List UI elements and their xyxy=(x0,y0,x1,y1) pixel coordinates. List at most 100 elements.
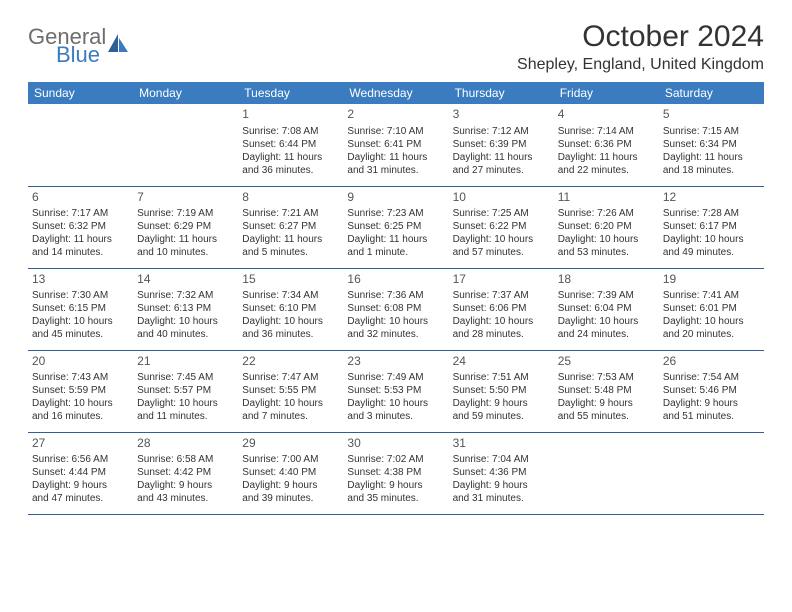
daylight-text: and 31 minutes. xyxy=(453,492,550,505)
brand-line2: Blue xyxy=(56,44,106,66)
sunset-text: Sunset: 6:08 PM xyxy=(347,302,444,315)
daylight-text: Daylight: 10 hours xyxy=(137,397,234,410)
daylight-text: and 20 minutes. xyxy=(663,328,760,341)
day-number: 23 xyxy=(347,354,444,370)
sunset-text: Sunset: 6:29 PM xyxy=(137,220,234,233)
sunset-text: Sunset: 6:15 PM xyxy=(32,302,129,315)
calendar-day-cell: 16Sunrise: 7:36 AMSunset: 6:08 PMDayligh… xyxy=(343,268,448,350)
day-number: 11 xyxy=(558,190,655,206)
day-number: 6 xyxy=(32,190,129,206)
calendar-table: SundayMondayTuesdayWednesdayThursdayFrid… xyxy=(28,82,764,515)
sunrise-text: Sunrise: 7:21 AM xyxy=(242,207,339,220)
weekday-header: Wednesday xyxy=(343,82,448,104)
weekday-header: Friday xyxy=(554,82,659,104)
daylight-text: and 27 minutes. xyxy=(453,164,550,177)
calendar-day-cell: 14Sunrise: 7:32 AMSunset: 6:13 PMDayligh… xyxy=(133,268,238,350)
calendar-day-cell: 7Sunrise: 7:19 AMSunset: 6:29 PMDaylight… xyxy=(133,186,238,268)
sunset-text: Sunset: 4:44 PM xyxy=(32,466,129,479)
sunrise-text: Sunrise: 7:39 AM xyxy=(558,289,655,302)
sunrise-text: Sunrise: 7:10 AM xyxy=(347,125,444,138)
daylight-text: Daylight: 11 hours xyxy=(347,233,444,246)
header-row: General Blue October 2024 Shepley, Engla… xyxy=(28,20,764,74)
calendar-day-cell: 8Sunrise: 7:21 AMSunset: 6:27 PMDaylight… xyxy=(238,186,343,268)
sunset-text: Sunset: 5:53 PM xyxy=(347,384,444,397)
calendar-day-cell: 13Sunrise: 7:30 AMSunset: 6:15 PMDayligh… xyxy=(28,268,133,350)
sunrise-text: Sunrise: 7:53 AM xyxy=(558,371,655,384)
sunrise-text: Sunrise: 7:26 AM xyxy=(558,207,655,220)
daylight-text: Daylight: 10 hours xyxy=(663,233,760,246)
sunrise-text: Sunrise: 7:08 AM xyxy=(242,125,339,138)
sunrise-text: Sunrise: 7:37 AM xyxy=(453,289,550,302)
daylight-text: Daylight: 10 hours xyxy=(347,315,444,328)
weekday-header: Saturday xyxy=(659,82,764,104)
sunset-text: Sunset: 6:27 PM xyxy=(242,220,339,233)
calendar-day-cell: 30Sunrise: 7:02 AMSunset: 4:38 PMDayligh… xyxy=(343,432,448,514)
sunrise-text: Sunrise: 7:51 AM xyxy=(453,371,550,384)
calendar-day-cell: 6Sunrise: 7:17 AMSunset: 6:32 PMDaylight… xyxy=(28,186,133,268)
daylight-text: and 22 minutes. xyxy=(558,164,655,177)
sunset-text: Sunset: 6:32 PM xyxy=(32,220,129,233)
daylight-text: Daylight: 9 hours xyxy=(453,479,550,492)
calendar-day-cell: 31Sunrise: 7:04 AMSunset: 4:36 PMDayligh… xyxy=(449,432,554,514)
sunset-text: Sunset: 5:46 PM xyxy=(663,384,760,397)
daylight-text: Daylight: 9 hours xyxy=(137,479,234,492)
sunrise-text: Sunrise: 7:36 AM xyxy=(347,289,444,302)
sunset-text: Sunset: 6:39 PM xyxy=(453,138,550,151)
daylight-text: Daylight: 9 hours xyxy=(663,397,760,410)
sunset-text: Sunset: 6:36 PM xyxy=(558,138,655,151)
day-number: 13 xyxy=(32,272,129,288)
title-block: October 2024 Shepley, England, United Ki… xyxy=(517,20,764,74)
sunset-text: Sunset: 6:34 PM xyxy=(663,138,760,151)
sunrise-text: Sunrise: 7:41 AM xyxy=(663,289,760,302)
daylight-text: Daylight: 11 hours xyxy=(242,151,339,164)
day-number: 16 xyxy=(347,272,444,288)
calendar-week-row: 20Sunrise: 7:43 AMSunset: 5:59 PMDayligh… xyxy=(28,350,764,432)
month-title: October 2024 xyxy=(517,20,764,54)
calendar-day-cell: 2Sunrise: 7:10 AMSunset: 6:41 PMDaylight… xyxy=(343,104,448,186)
sunset-text: Sunset: 6:10 PM xyxy=(242,302,339,315)
calendar-day-cell: 28Sunrise: 6:58 AMSunset: 4:42 PMDayligh… xyxy=(133,432,238,514)
day-number: 22 xyxy=(242,354,339,370)
calendar-week-row: 27Sunrise: 6:56 AMSunset: 4:44 PMDayligh… xyxy=(28,432,764,514)
day-number: 17 xyxy=(453,272,550,288)
daylight-text: Daylight: 11 hours xyxy=(663,151,760,164)
sunset-text: Sunset: 6:04 PM xyxy=(558,302,655,315)
daylight-text: and 7 minutes. xyxy=(242,410,339,423)
weekday-header: Monday xyxy=(133,82,238,104)
daylight-text: Daylight: 9 hours xyxy=(32,479,129,492)
daylight-text: Daylight: 11 hours xyxy=(242,233,339,246)
daylight-text: and 43 minutes. xyxy=(137,492,234,505)
daylight-text: Daylight: 10 hours xyxy=(32,315,129,328)
daylight-text: Daylight: 10 hours xyxy=(137,315,234,328)
weekday-header-row: SundayMondayTuesdayWednesdayThursdayFrid… xyxy=(28,82,764,104)
calendar-week-row: 1Sunrise: 7:08 AMSunset: 6:44 PMDaylight… xyxy=(28,104,764,186)
daylight-text: and 3 minutes. xyxy=(347,410,444,423)
day-number: 18 xyxy=(558,272,655,288)
daylight-text: Daylight: 11 hours xyxy=(558,151,655,164)
daylight-text: and 18 minutes. xyxy=(663,164,760,177)
daylight-text: Daylight: 10 hours xyxy=(453,233,550,246)
sunrise-text: Sunrise: 7:34 AM xyxy=(242,289,339,302)
daylight-text: and 32 minutes. xyxy=(347,328,444,341)
daylight-text: and 5 minutes. xyxy=(242,246,339,259)
daylight-text: and 24 minutes. xyxy=(558,328,655,341)
day-number: 8 xyxy=(242,190,339,206)
daylight-text: Daylight: 11 hours xyxy=(137,233,234,246)
calendar-day-cell: 9Sunrise: 7:23 AMSunset: 6:25 PMDaylight… xyxy=(343,186,448,268)
daylight-text: and 45 minutes. xyxy=(32,328,129,341)
sunset-text: Sunset: 6:13 PM xyxy=(137,302,234,315)
day-number: 26 xyxy=(663,354,760,370)
daylight-text: and 51 minutes. xyxy=(663,410,760,423)
calendar-day-cell: 24Sunrise: 7:51 AMSunset: 5:50 PMDayligh… xyxy=(449,350,554,432)
calendar-empty-cell xyxy=(133,104,238,186)
daylight-text: and 39 minutes. xyxy=(242,492,339,505)
weekday-header: Tuesday xyxy=(238,82,343,104)
sunrise-text: Sunrise: 7:28 AM xyxy=(663,207,760,220)
sunset-text: Sunset: 6:17 PM xyxy=(663,220,760,233)
sunrise-text: Sunrise: 6:56 AM xyxy=(32,453,129,466)
day-number: 1 xyxy=(242,107,339,123)
daylight-text: and 1 minute. xyxy=(347,246,444,259)
daylight-text: and 57 minutes. xyxy=(453,246,550,259)
day-number: 19 xyxy=(663,272,760,288)
daylight-text: Daylight: 10 hours xyxy=(558,315,655,328)
